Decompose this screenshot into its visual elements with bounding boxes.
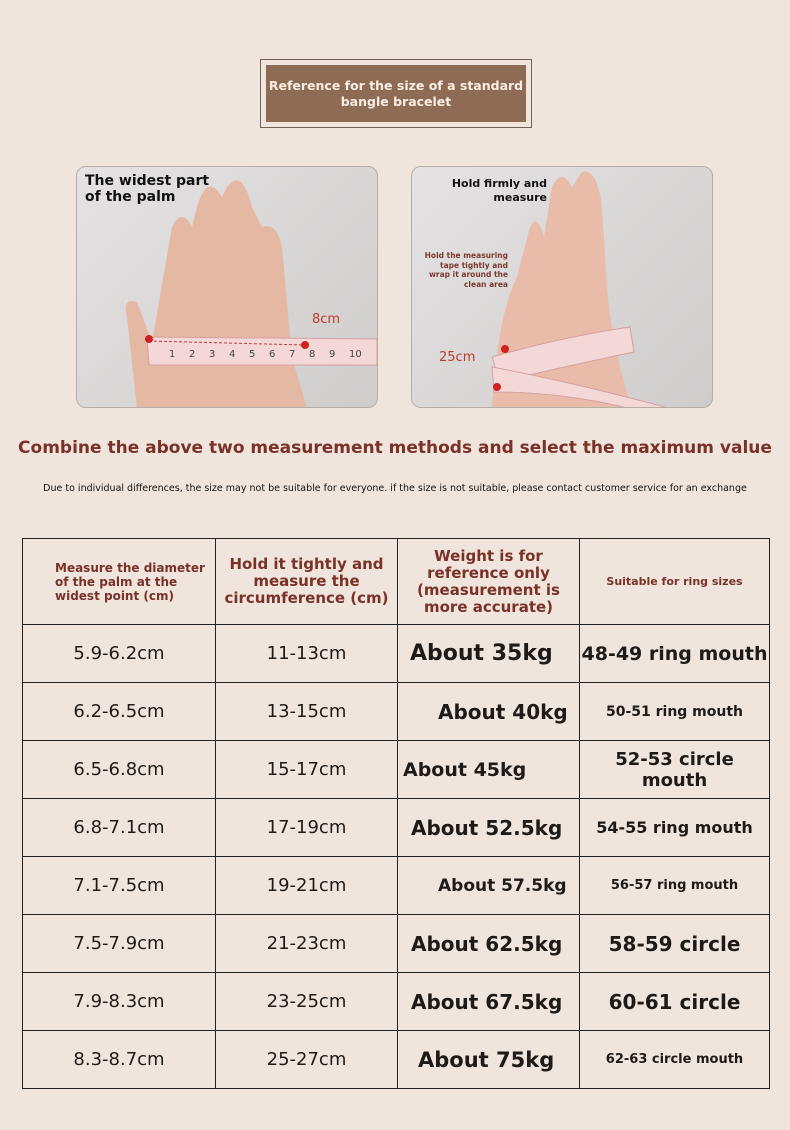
hand-illustration bbox=[491, 171, 667, 407]
table-row: 6.2-6.5cm 13-15cm About 40kg 50-51 ring mou… bbox=[22, 682, 770, 741]
palm-diameter-cell: 7.5-7.9cm bbox=[22, 914, 216, 973]
table-row: 5.9-6.2cm 11-13cm About 35kg 48-49 ring mou… bbox=[22, 624, 770, 683]
disclaimer: Due to individual differences, the size … bbox=[43, 483, 747, 494]
svg-text:3: 3 bbox=[209, 349, 215, 360]
svg-text:4: 4 bbox=[229, 349, 235, 360]
weight-cell: About 52.5kg bbox=[397, 798, 580, 857]
circumference-cell: 15-17cm bbox=[215, 740, 398, 799]
circumference-cell: 23-25cm bbox=[215, 972, 398, 1031]
photo-caption: The widest part of the palm bbox=[85, 173, 210, 205]
circumference-photo: Hold firmly and measure Hold the measuri… bbox=[411, 166, 713, 408]
table-row: 6.8-7.1cm 17-19cm About 52.5kg 54-55 ring m… bbox=[22, 798, 770, 857]
ring-size-cell: 60-61 circle bbox=[579, 972, 770, 1031]
ring-size-cell: 48-49 ring mouth bbox=[579, 624, 770, 683]
table-row: 6.5-6.8cm 15-17cm About 45kg 52-53 circle m… bbox=[22, 740, 770, 799]
svg-text:1: 1 bbox=[169, 349, 175, 360]
palm-diameter-cell: 5.9-6.2cm bbox=[22, 624, 216, 683]
tape-label: 25cm bbox=[439, 350, 476, 365]
weight-cell: About 62.5kg bbox=[397, 914, 580, 973]
svg-text:6: 6 bbox=[269, 349, 275, 360]
weight-cell: About 67.5kg bbox=[397, 972, 580, 1031]
table-row: 7.1-7.5cm 19-21cm About 57.5kg 56-57 ring m… bbox=[22, 856, 770, 915]
palm-diameter-cell: 6.5-6.8cm bbox=[22, 740, 216, 799]
palm-diameter-cell: 6.8-7.1cm bbox=[22, 798, 216, 857]
size-table: Measure the diameter of the palm at the … bbox=[22, 538, 770, 1089]
circumference-cell: 17-19cm bbox=[215, 798, 398, 857]
headline: Combine the above two measurement method… bbox=[18, 438, 772, 458]
tape-label: 8cm bbox=[312, 312, 341, 327]
ring-size-cell: 62-63 circle mouth bbox=[579, 1030, 770, 1089]
banner-frame: Reference for the size of a standard ban… bbox=[260, 59, 532, 128]
banner-title: Reference for the size of a standard ban… bbox=[266, 65, 526, 122]
weight-cell: About 45kg bbox=[397, 740, 580, 799]
weight-cell: About 35kg bbox=[397, 624, 580, 683]
palm-diameter-cell: 7.1-7.5cm bbox=[22, 856, 216, 915]
measuring-note: Hold the measuring tape tightly and wrap… bbox=[424, 251, 508, 289]
circumference-cell: 13-15cm bbox=[215, 682, 398, 741]
header-palm-diameter: Measure the diameter of the palm at the … bbox=[22, 538, 216, 625]
ring-size-cell: 56-57 ring mouth bbox=[579, 856, 770, 915]
table-row: 7.5-7.9cm 21-23cm About 62.5kg 58-59 circle bbox=[22, 914, 770, 973]
header-circumference: Hold it tightly and measure the circumfe… bbox=[215, 538, 398, 625]
ring-size-cell: 58-59 circle bbox=[579, 914, 770, 973]
palm-width-photo: 1 2 3 4 5 6 7 8 9 10 The widest part of the palm … bbox=[76, 166, 378, 408]
header-weight: Weight is for reference only (measuremen… bbox=[397, 538, 580, 625]
circumference-cell: 21-23cm bbox=[215, 914, 398, 973]
weight-cell: About 57.5kg bbox=[397, 856, 580, 915]
palm-illustration: 1 2 3 4 5 6 7 8 9 10 bbox=[125, 180, 377, 407]
palm-diameter-cell: 8.3-8.7cm bbox=[22, 1030, 216, 1089]
circumference-cell: 19-21cm bbox=[215, 856, 398, 915]
table-row: 7.9-8.3cm 23-25cm About 67.5kg 60-61 circle bbox=[22, 972, 770, 1031]
svg-text:7: 7 bbox=[289, 349, 295, 360]
table-header-row: Measure the diameter of the palm at the … bbox=[22, 538, 770, 625]
palm-diameter-cell: 6.2-6.5cm bbox=[22, 682, 216, 741]
palm-diameter-cell: 7.9-8.3cm bbox=[22, 972, 216, 1031]
svg-text:9: 9 bbox=[329, 349, 335, 360]
svg-text:8: 8 bbox=[309, 349, 315, 360]
ring-size-cell: 50-51 ring mouth bbox=[579, 682, 770, 741]
circumference-cell: 25-27cm bbox=[215, 1030, 398, 1089]
photo-caption: Hold firmly and measure bbox=[451, 177, 547, 204]
ring-size-cell: 52-53 circle mouth bbox=[579, 740, 770, 799]
ring-size-cell: 54-55 ring mouth bbox=[579, 798, 770, 857]
svg-text:10: 10 bbox=[349, 349, 362, 360]
header-ring-size: Suitable for ring sizes bbox=[579, 538, 770, 625]
table-row: 8.3-8.7cm 25-27cm About 75kg 62-63 circle m… bbox=[22, 1030, 770, 1089]
weight-cell: About 75kg bbox=[397, 1030, 580, 1089]
svg-text:2: 2 bbox=[189, 349, 195, 360]
weight-cell: About 40kg bbox=[397, 682, 580, 741]
svg-text:5: 5 bbox=[249, 349, 255, 360]
circumference-cell: 11-13cm bbox=[215, 624, 398, 683]
